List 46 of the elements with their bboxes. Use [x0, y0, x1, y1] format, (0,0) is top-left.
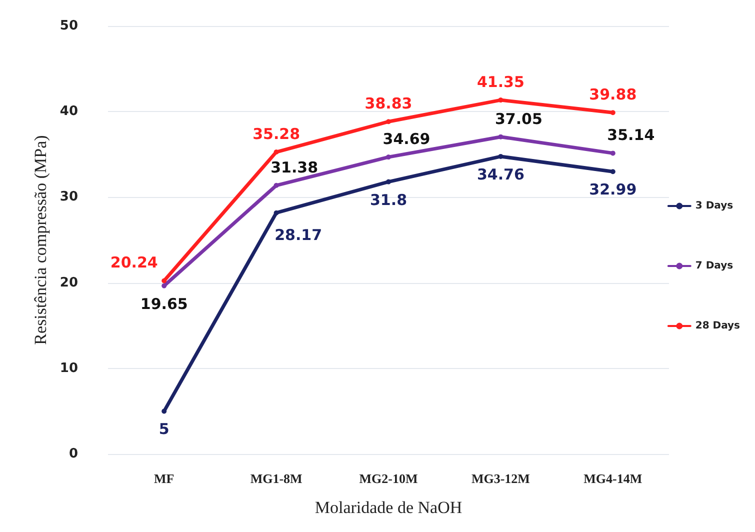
point	[610, 150, 616, 156]
point	[274, 150, 279, 154]
data-label: 41.35	[476, 73, 524, 92]
point	[498, 134, 504, 140]
data-label: 32.99	[589, 180, 637, 199]
data-label: 35.28	[252, 125, 300, 144]
y-tick-label: 0	[68, 446, 78, 462]
y-tick-label: 50	[60, 18, 78, 34]
data-label: 39.88	[589, 86, 637, 104]
point	[610, 169, 616, 174]
point	[498, 154, 504, 159]
point	[610, 110, 616, 116]
x-tick-label: MG4-14M	[584, 471, 642, 486]
y-axis-title: Resistência compressão (MPa)	[31, 135, 50, 345]
point	[274, 210, 279, 216]
data-label: 20.24	[110, 254, 158, 272]
data-label: 34.76	[476, 165, 524, 184]
point	[274, 182, 279, 188]
data-label: 31.38	[270, 158, 318, 176]
x-tick-label: MG2-10M	[359, 471, 418, 486]
x-tick-label: MF	[154, 471, 174, 486]
y-tick-label: 20	[60, 275, 78, 290]
legend-label: 7 Days	[695, 260, 734, 272]
data-label: 37.05	[494, 110, 542, 128]
x-tick-label: MG1-8M	[250, 471, 302, 486]
y-tick-label: 40	[60, 104, 78, 120]
x-tick-label: MG3-12M	[471, 471, 530, 486]
point	[386, 154, 391, 160]
point	[386, 179, 391, 184]
y-tick-label: 10	[60, 360, 78, 376]
point	[162, 278, 167, 284]
data-label: 31.8	[370, 190, 408, 209]
point	[162, 408, 167, 414]
data-label: 35.14	[607, 126, 655, 144]
point	[386, 119, 391, 124]
data-label: 19.65	[140, 294, 188, 313]
point	[498, 98, 504, 103]
legend-label: 28 Days	[695, 320, 740, 332]
legend-label: 3 Days	[695, 200, 734, 212]
data-label: 34.69	[382, 130, 430, 148]
data-label: 5	[158, 420, 170, 438]
y-tick-label: 30	[60, 190, 78, 205]
data-label: 38.83	[364, 94, 412, 113]
data-label: 28.17	[274, 226, 322, 244]
point	[162, 283, 167, 288]
x-axis-title: Molaridade de NaOH	[314, 498, 462, 517]
